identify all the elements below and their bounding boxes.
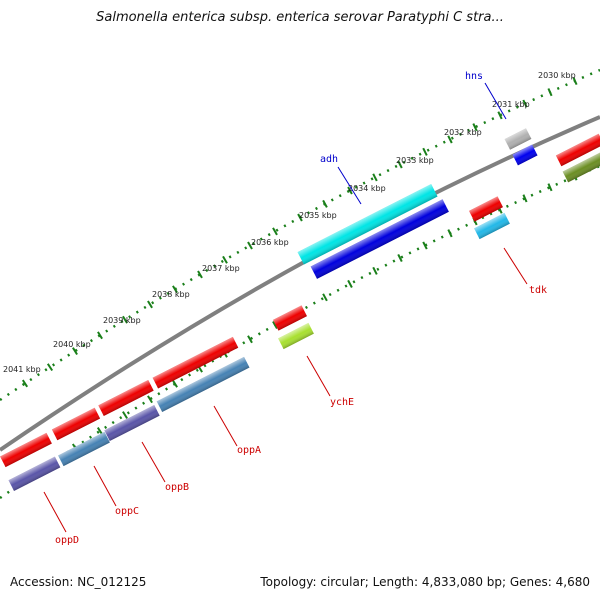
inner-tick: [547, 183, 553, 192]
gene-feature-ychE-fwd[interactable]: [273, 305, 307, 331]
gene-label-oppB[interactable]: oppB: [165, 482, 189, 493]
inner-tick: [272, 321, 278, 329]
outer-tick: [297, 213, 303, 222]
inner-tick: [522, 194, 528, 203]
leader-adh: [337, 166, 362, 205]
leader-ychE: [306, 355, 331, 397]
gene-feature-adh-rev[interactable]: [310, 199, 449, 279]
map-title: Salmonella enterica subsp. enterica sero…: [96, 10, 504, 25]
outer-tick: [397, 160, 403, 169]
inner-tick: [322, 293, 328, 302]
scale-label-2030: 2030 kbp: [538, 71, 576, 80]
outer-tick: [547, 88, 553, 97]
gene-feature-oppD[interactable]: [8, 456, 61, 491]
outer-tick: [372, 173, 378, 182]
inner-tick: [347, 279, 353, 288]
scale-label-2041: 2041 kbp: [3, 365, 41, 374]
gene-feature-oppD-fwd[interactable]: [0, 432, 52, 468]
outer-tick: [422, 147, 428, 156]
gene-label-tdk[interactable]: tdk: [529, 285, 547, 296]
outer-tick: [21, 379, 29, 388]
gene-feature-adh[interactable]: [297, 183, 438, 265]
gene-label-ychE[interactable]: ychE: [330, 397, 354, 408]
outer-tick: [272, 227, 278, 236]
leader-hns: [484, 82, 507, 120]
outer-tick: [447, 135, 453, 144]
inner-tick: [147, 395, 153, 404]
gene-feature-right-fwd[interactable]: [555, 133, 600, 167]
outer-tick: [347, 186, 353, 195]
outer-tick: [72, 347, 78, 356]
scale-label-2040: 2040 kbp: [53, 340, 91, 349]
inner-tick: [247, 335, 253, 344]
scale-label-2031: 2031 kbp: [492, 100, 530, 109]
inner-tick: [422, 241, 428, 250]
inner-tick: [122, 411, 128, 419]
outer-tick: [322, 199, 328, 208]
outer-tick: [97, 331, 103, 340]
gene-feature-oppB[interactable]: [104, 404, 160, 442]
gene-feature-right-rev[interactable]: [562, 151, 600, 183]
gene-label-adh[interactable]: adh: [320, 154, 338, 165]
reverse-strand-features: [8, 144, 600, 491]
outer-tick: [472, 123, 478, 132]
inner-tick: [96, 427, 104, 435]
scale-label-2036: 2036 kbp: [251, 238, 289, 247]
outer-tick: [46, 363, 54, 372]
inner-tick-ring: [0, 164, 600, 500]
outer-tick-ring: [0, 68, 600, 402]
leader-oppC: [93, 465, 117, 507]
gene-feature-hns-rev[interactable]: [512, 144, 538, 166]
forward-strand-features: [0, 128, 600, 468]
topology-text: Topology: circular; Length: 4,833,080 bp…: [260, 575, 590, 589]
outer-tick: [222, 255, 228, 264]
leader-tdk: [503, 247, 528, 285]
gene-label-hns[interactable]: hns: [465, 71, 483, 82]
scale-label-2033: 2033 kbp: [396, 156, 434, 165]
gene-feature-tdk-rev[interactable]: [474, 212, 510, 240]
gene-feature-oppB-fwd[interactable]: [98, 379, 154, 417]
outer-major-ticks: [21, 76, 578, 388]
leader-oppB: [141, 441, 166, 483]
scale-label-2032: 2032 kbp: [444, 128, 482, 137]
gene-label-oppA[interactable]: oppA: [237, 445, 261, 456]
scale-label-2039: 2039 kbp: [103, 316, 141, 325]
outer-tick: [197, 270, 203, 279]
inner-tick: [372, 266, 378, 275]
inner-tick: [397, 253, 403, 263]
outer-tick: [122, 315, 128, 324]
outer-tick: [522, 99, 528, 108]
gene-feature-tdk-fwd[interactable]: [469, 196, 503, 222]
gene-feature-oppC-fwd[interactable]: [51, 407, 101, 441]
gene-label-oppC[interactable]: oppC: [115, 506, 139, 517]
gene-label-oppD[interactable]: oppD: [55, 535, 79, 546]
outer-tick: [172, 285, 178, 294]
leader-oppD: [43, 491, 67, 533]
gene-feature-hns[interactable]: [504, 128, 532, 150]
outer-tick: [247, 241, 253, 250]
gene-feature-oppC[interactable]: [58, 431, 110, 467]
scale-label-2034: 2034 kbp: [348, 184, 386, 193]
outer-tick: [497, 111, 503, 120]
scale-label-2038: 2038 kbp: [152, 290, 190, 299]
genome-backbone: [0, 115, 600, 452]
outer-tick: [572, 76, 578, 86]
scale-label-2037: 2037 kbp: [202, 264, 240, 273]
inner-tick: [447, 229, 453, 238]
accession-text: Accession: NC_012125: [10, 575, 147, 589]
gene-feature-oppA[interactable]: [156, 356, 250, 413]
label-leader-lines: [43, 82, 528, 533]
inner-tick: [172, 379, 178, 388]
outer-tick: [147, 300, 153, 309]
scale-label-2035: 2035 kbp: [299, 211, 337, 220]
leader-oppA: [213, 405, 238, 447]
gene-feature-oppA-fwd[interactable]: [152, 336, 239, 389]
gene-feature-ychE-rev[interactable]: [278, 322, 314, 350]
